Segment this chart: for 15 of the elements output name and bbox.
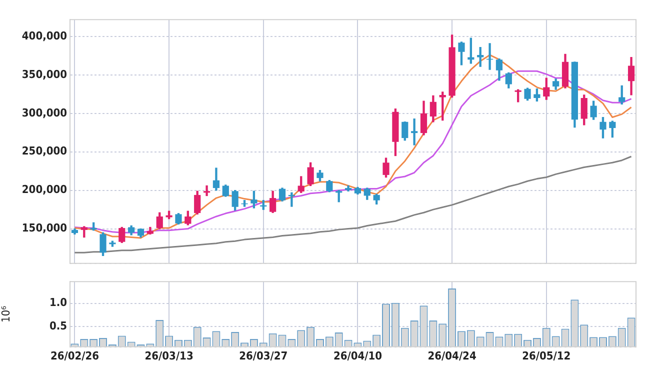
y-tick-label: 350,000 bbox=[22, 68, 68, 81]
x-tick-label: 26/05/12 bbox=[522, 349, 571, 362]
y-tick-label: 400,000 bbox=[22, 29, 68, 42]
y-tick-label: 200,000 bbox=[22, 183, 68, 196]
x-tick-label: 26/03/27 bbox=[239, 349, 288, 362]
y-tick-label: 0.5 bbox=[49, 319, 68, 332]
y-tick-label: 150,000 bbox=[22, 222, 68, 235]
y-axis-title: 10⁶ bbox=[0, 306, 12, 322]
y-tick-label: 1.0 bbox=[49, 296, 68, 310]
y-tick-label: 300,000 bbox=[22, 106, 68, 120]
y-tick-label: 250,000 bbox=[22, 144, 68, 158]
x-tick-label: 26/03/13 bbox=[144, 349, 194, 362]
x-tick-label: 26/02/26 bbox=[50, 349, 100, 362]
x-tick-label: 26/04/24 bbox=[428, 349, 476, 362]
x-tick-label: 26/04/10 bbox=[333, 349, 382, 362]
